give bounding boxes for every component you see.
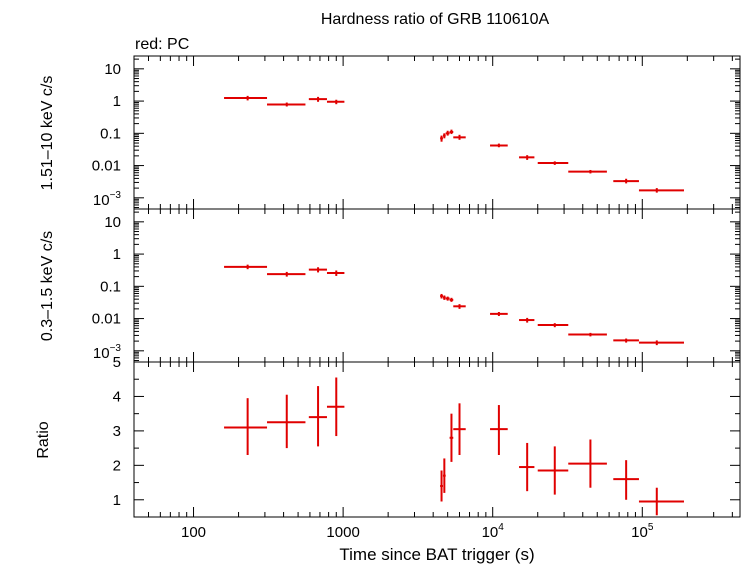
data-point (613, 338, 639, 343)
y-tick-label: 1 (113, 246, 121, 263)
data-point (449, 413, 454, 462)
data-point (449, 297, 454, 302)
data-point (308, 267, 327, 273)
data-point (537, 323, 569, 328)
data-point (224, 398, 268, 455)
y-tick-label-base: 10 (93, 192, 110, 209)
data-point (568, 332, 607, 337)
data-point (442, 295, 446, 300)
data-point (326, 377, 345, 437)
x-tick-label-base: 10 (631, 524, 648, 541)
data-point (326, 270, 345, 276)
data-point (308, 386, 327, 447)
data-point (490, 405, 508, 455)
data-point (613, 178, 639, 184)
y-tick-label: 1 (113, 93, 121, 110)
data-point (308, 96, 327, 102)
y-tick-label: 1 (113, 492, 121, 509)
data-point (568, 169, 607, 174)
y-tick-label: 10−3 (93, 343, 122, 362)
data-point (224, 264, 268, 270)
data-point (613, 460, 639, 500)
data-point (519, 442, 535, 492)
y-tick-label: 0.01 (92, 311, 121, 328)
data-point (326, 99, 345, 105)
data-point (442, 458, 446, 493)
y-tick-label: 10 (104, 61, 121, 78)
data-point (537, 446, 569, 495)
y-tick-label-exponent: −3 (110, 343, 122, 354)
y-tick-label: 4 (113, 388, 121, 405)
y-tick-label: 10 (104, 214, 121, 231)
data-point (440, 293, 443, 299)
data-point (440, 135, 443, 142)
chart-title: Hardness ratio of GRB 110610A (321, 11, 550, 28)
data-point (638, 340, 684, 346)
x-tick-label-exponent: 5 (648, 522, 654, 533)
y-tick-label: 0.1 (100, 278, 121, 295)
data-point (453, 304, 466, 309)
legend-label: red: PC (135, 36, 189, 53)
y-label-hard: 1.51–10 keV c/s (39, 76, 56, 191)
x-tick-labels: 100 1000 104 105 (181, 522, 654, 541)
data-point (440, 470, 443, 502)
x-tick-label: 100 (181, 524, 206, 541)
data-point (638, 188, 684, 193)
y-tick-label: 0.01 (92, 158, 121, 175)
data-point (267, 102, 306, 107)
data-point (519, 155, 535, 160)
x-axis-label: Time since BAT trigger (s) (339, 545, 534, 564)
panel-ratio: Ratio 1 2 3 4 5 (35, 354, 741, 518)
plot-frame (133, 55, 741, 210)
x-tick-label-exponent: 4 (498, 522, 504, 533)
data-point (267, 394, 306, 449)
data-point (638, 487, 684, 516)
y-tick-label: 2 (113, 457, 121, 474)
data-point (490, 143, 508, 148)
data-point (267, 271, 306, 277)
y-tick-label-exponent: −3 (110, 190, 122, 201)
data-point (224, 95, 268, 101)
data-point (442, 133, 446, 139)
x-tick-label: 1000 (326, 524, 359, 541)
y-tick-label: 10−3 (93, 190, 122, 209)
data-point (568, 439, 607, 488)
data-point (537, 161, 569, 165)
plot-frame (133, 208, 741, 363)
data-point (453, 134, 466, 140)
x-tick-label-base: 10 (482, 524, 499, 541)
y-label-soft: 0.3–1.5 keV c/s (39, 231, 56, 341)
x-tick-label: 105 (631, 522, 654, 541)
y-tick-label: 5 (113, 354, 121, 371)
data-point (445, 130, 450, 136)
data-point (490, 311, 508, 317)
data-point (519, 317, 535, 323)
data-point (445, 296, 450, 301)
data-point (449, 129, 454, 135)
y-tick-label: 3 (113, 423, 121, 440)
y-tick-label-base: 10 (93, 345, 110, 362)
y-tick-label: 0.1 (100, 125, 121, 142)
data-point (453, 403, 466, 455)
plot-frame (133, 361, 741, 518)
x-tick-label: 104 (482, 522, 505, 541)
y-label-ratio: Ratio (35, 421, 52, 458)
